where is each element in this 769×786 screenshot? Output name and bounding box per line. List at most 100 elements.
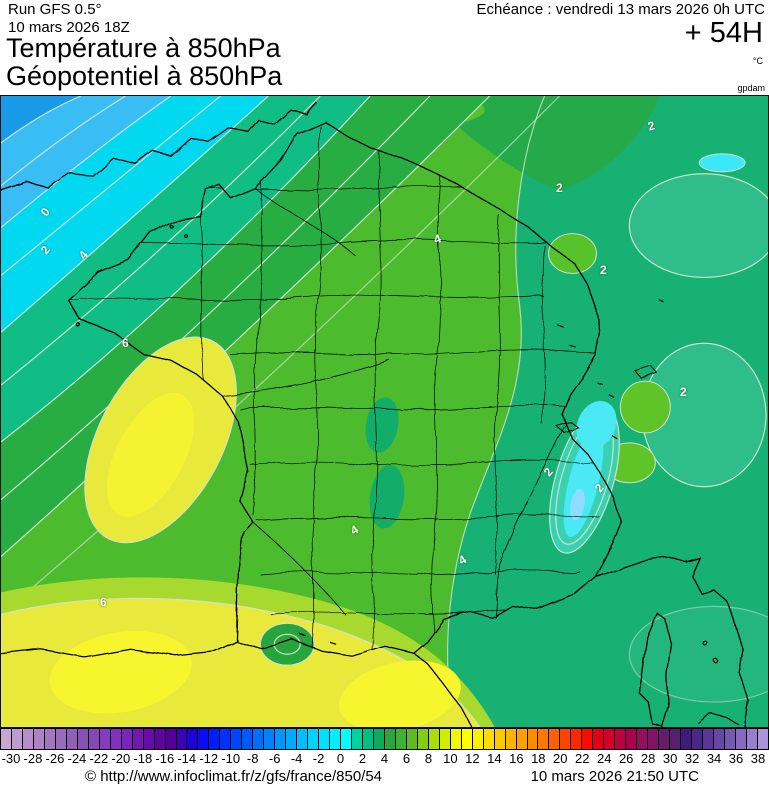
france-temperature-map bbox=[0, 95, 769, 728]
colorbar-cell bbox=[703, 729, 714, 749]
colorbar-cell bbox=[143, 729, 155, 749]
field-spain-yellow-bright1 bbox=[49, 630, 192, 714]
field-massif-teal-south bbox=[369, 465, 405, 529]
colorbar-tick-label: 22 bbox=[575, 751, 590, 766]
geopotential-unit-label: gpdam bbox=[737, 83, 765, 93]
colorbar-cell bbox=[44, 729, 56, 749]
colorbar-cell bbox=[746, 729, 758, 749]
colorbar-tick-label: 14 bbox=[487, 751, 502, 766]
colorbar-cell bbox=[220, 729, 232, 749]
field-alps-inner-blue bbox=[570, 488, 585, 521]
colorbar-cell bbox=[615, 729, 627, 749]
header: Run GFS 0.5° 10 mars 2026 18Z Températur… bbox=[0, 0, 769, 95]
field-pyrenees-cool-ring bbox=[273, 633, 301, 655]
footer: © http://www.infoclimat.fr/z/gfs/france/… bbox=[0, 767, 769, 786]
colorbar-cell bbox=[11, 729, 23, 749]
colorbar-cell bbox=[461, 729, 473, 749]
colorbar-cell bbox=[604, 729, 616, 749]
lake-constance-outline bbox=[633, 364, 658, 379]
field-spain-yellow-bright2 bbox=[339, 660, 461, 727]
colorbar-cell bbox=[724, 729, 736, 749]
colorbar-cell bbox=[297, 729, 309, 749]
footer-source-link[interactable]: © http://www.infoclimat.fr/z/gfs/france/… bbox=[85, 768, 383, 785]
colorbar-cell bbox=[176, 729, 188, 749]
colorbar-tick-label: -20 bbox=[111, 751, 131, 766]
colorbar-tick-label: 26 bbox=[618, 751, 634, 766]
colorbar-cell bbox=[681, 729, 693, 749]
colorbar-cell bbox=[417, 729, 429, 749]
colorbar-cell bbox=[231, 729, 243, 749]
lake-geneva-outline bbox=[554, 420, 579, 433]
colorbar-cell bbox=[330, 729, 342, 749]
field-nw-band-lightblue bbox=[1, 96, 171, 228]
colorbar-tick-label: 20 bbox=[553, 751, 568, 766]
france-outline bbox=[67, 121, 623, 657]
colorbar-cell bbox=[275, 729, 287, 749]
colorbar-cell bbox=[428, 729, 440, 749]
colorbar-cell bbox=[626, 729, 638, 749]
field-jura-cyan-spot bbox=[698, 153, 746, 173]
colorbar-cell bbox=[549, 729, 561, 749]
colorbar-tick-label: -28 bbox=[23, 751, 43, 766]
colorbar-tick-label: 34 bbox=[706, 751, 722, 766]
valid-time-label: Echéance : vendredi 13 mars 2026 0h UTC bbox=[476, 1, 766, 18]
colorbar-cell bbox=[198, 729, 210, 749]
colorbar-tick-label: 32 bbox=[684, 751, 700, 766]
colorbar-cell bbox=[33, 729, 45, 749]
colorbar-cell bbox=[132, 729, 144, 749]
colorbar-cell bbox=[0, 729, 12, 749]
colorbar-tick-label: 28 bbox=[640, 751, 656, 766]
colorbar-tick-label: 6 bbox=[402, 751, 411, 766]
model-run-label: Run GFS 0.5° bbox=[8, 1, 102, 18]
spain-east-coastline bbox=[413, 652, 473, 727]
colorbar-cell bbox=[395, 729, 407, 749]
colorbar-tick-label: -10 bbox=[221, 751, 241, 766]
colorbar-cell bbox=[406, 729, 418, 749]
field-lux-light-patch bbox=[548, 233, 597, 274]
colorbar-cell bbox=[648, 729, 660, 749]
colorbar-cell bbox=[483, 729, 495, 749]
colorbar-cell bbox=[472, 729, 484, 749]
colorbar-tick-label: -30 bbox=[1, 751, 21, 766]
colorbar-cell bbox=[319, 729, 331, 749]
model-run-date: 10 mars 2026 18Z bbox=[8, 19, 130, 36]
footer-issue-time: 10 mars 2026 21:50 UTC bbox=[530, 768, 699, 785]
colorbar-tick-label: -4 bbox=[290, 751, 303, 766]
colorbar-cell bbox=[538, 729, 550, 749]
colorbar-tick-label: 36 bbox=[728, 751, 744, 766]
field-alps-cyan-north-lobe bbox=[576, 400, 617, 449]
colorbar-cell bbox=[505, 729, 517, 749]
colorbar-cell bbox=[373, 729, 385, 749]
field-nw-band-blue bbox=[1, 96, 81, 143]
colorbar-cell bbox=[757, 729, 769, 749]
colorbar-cell bbox=[593, 729, 605, 749]
colorbar-cell bbox=[209, 729, 221, 749]
colorbar-tick-label: 0 bbox=[336, 751, 345, 766]
field-brittany-yellow-core bbox=[106, 392, 195, 517]
colorbar-tick-label: 30 bbox=[662, 751, 678, 766]
colorbar-cell bbox=[77, 729, 89, 749]
colorbar-tick-label: 4 bbox=[380, 751, 389, 766]
colorbar-tick-label: -16 bbox=[155, 751, 175, 766]
field-bottomright-light-teal bbox=[628, 605, 768, 703]
islands-relief-marks bbox=[76, 223, 718, 663]
sardinia-tip-outline bbox=[698, 713, 740, 726]
colorbar-cell bbox=[362, 729, 374, 749]
colorbar-cell bbox=[286, 729, 298, 749]
field-massif-teal-north bbox=[365, 397, 399, 453]
colorbar-cell bbox=[439, 729, 451, 749]
colorbar-tick-label: 12 bbox=[465, 751, 480, 766]
colorbar-cell bbox=[110, 729, 122, 749]
colorbar-tick-label: -6 bbox=[268, 751, 281, 766]
colorbar-cell bbox=[494, 729, 506, 749]
colorbar-cell bbox=[154, 729, 166, 749]
colorbar-tick-label: -12 bbox=[199, 751, 219, 766]
colorbar bbox=[0, 728, 769, 750]
colorbar-cell bbox=[516, 729, 528, 749]
colorbar-cell bbox=[659, 729, 671, 749]
england-coastline bbox=[1, 101, 317, 190]
colorbar-cell bbox=[352, 729, 363, 749]
colorbar-tick-label: 16 bbox=[509, 751, 524, 766]
colorbar-tick-label: -18 bbox=[133, 751, 153, 766]
colorbar-cell bbox=[22, 729, 34, 749]
